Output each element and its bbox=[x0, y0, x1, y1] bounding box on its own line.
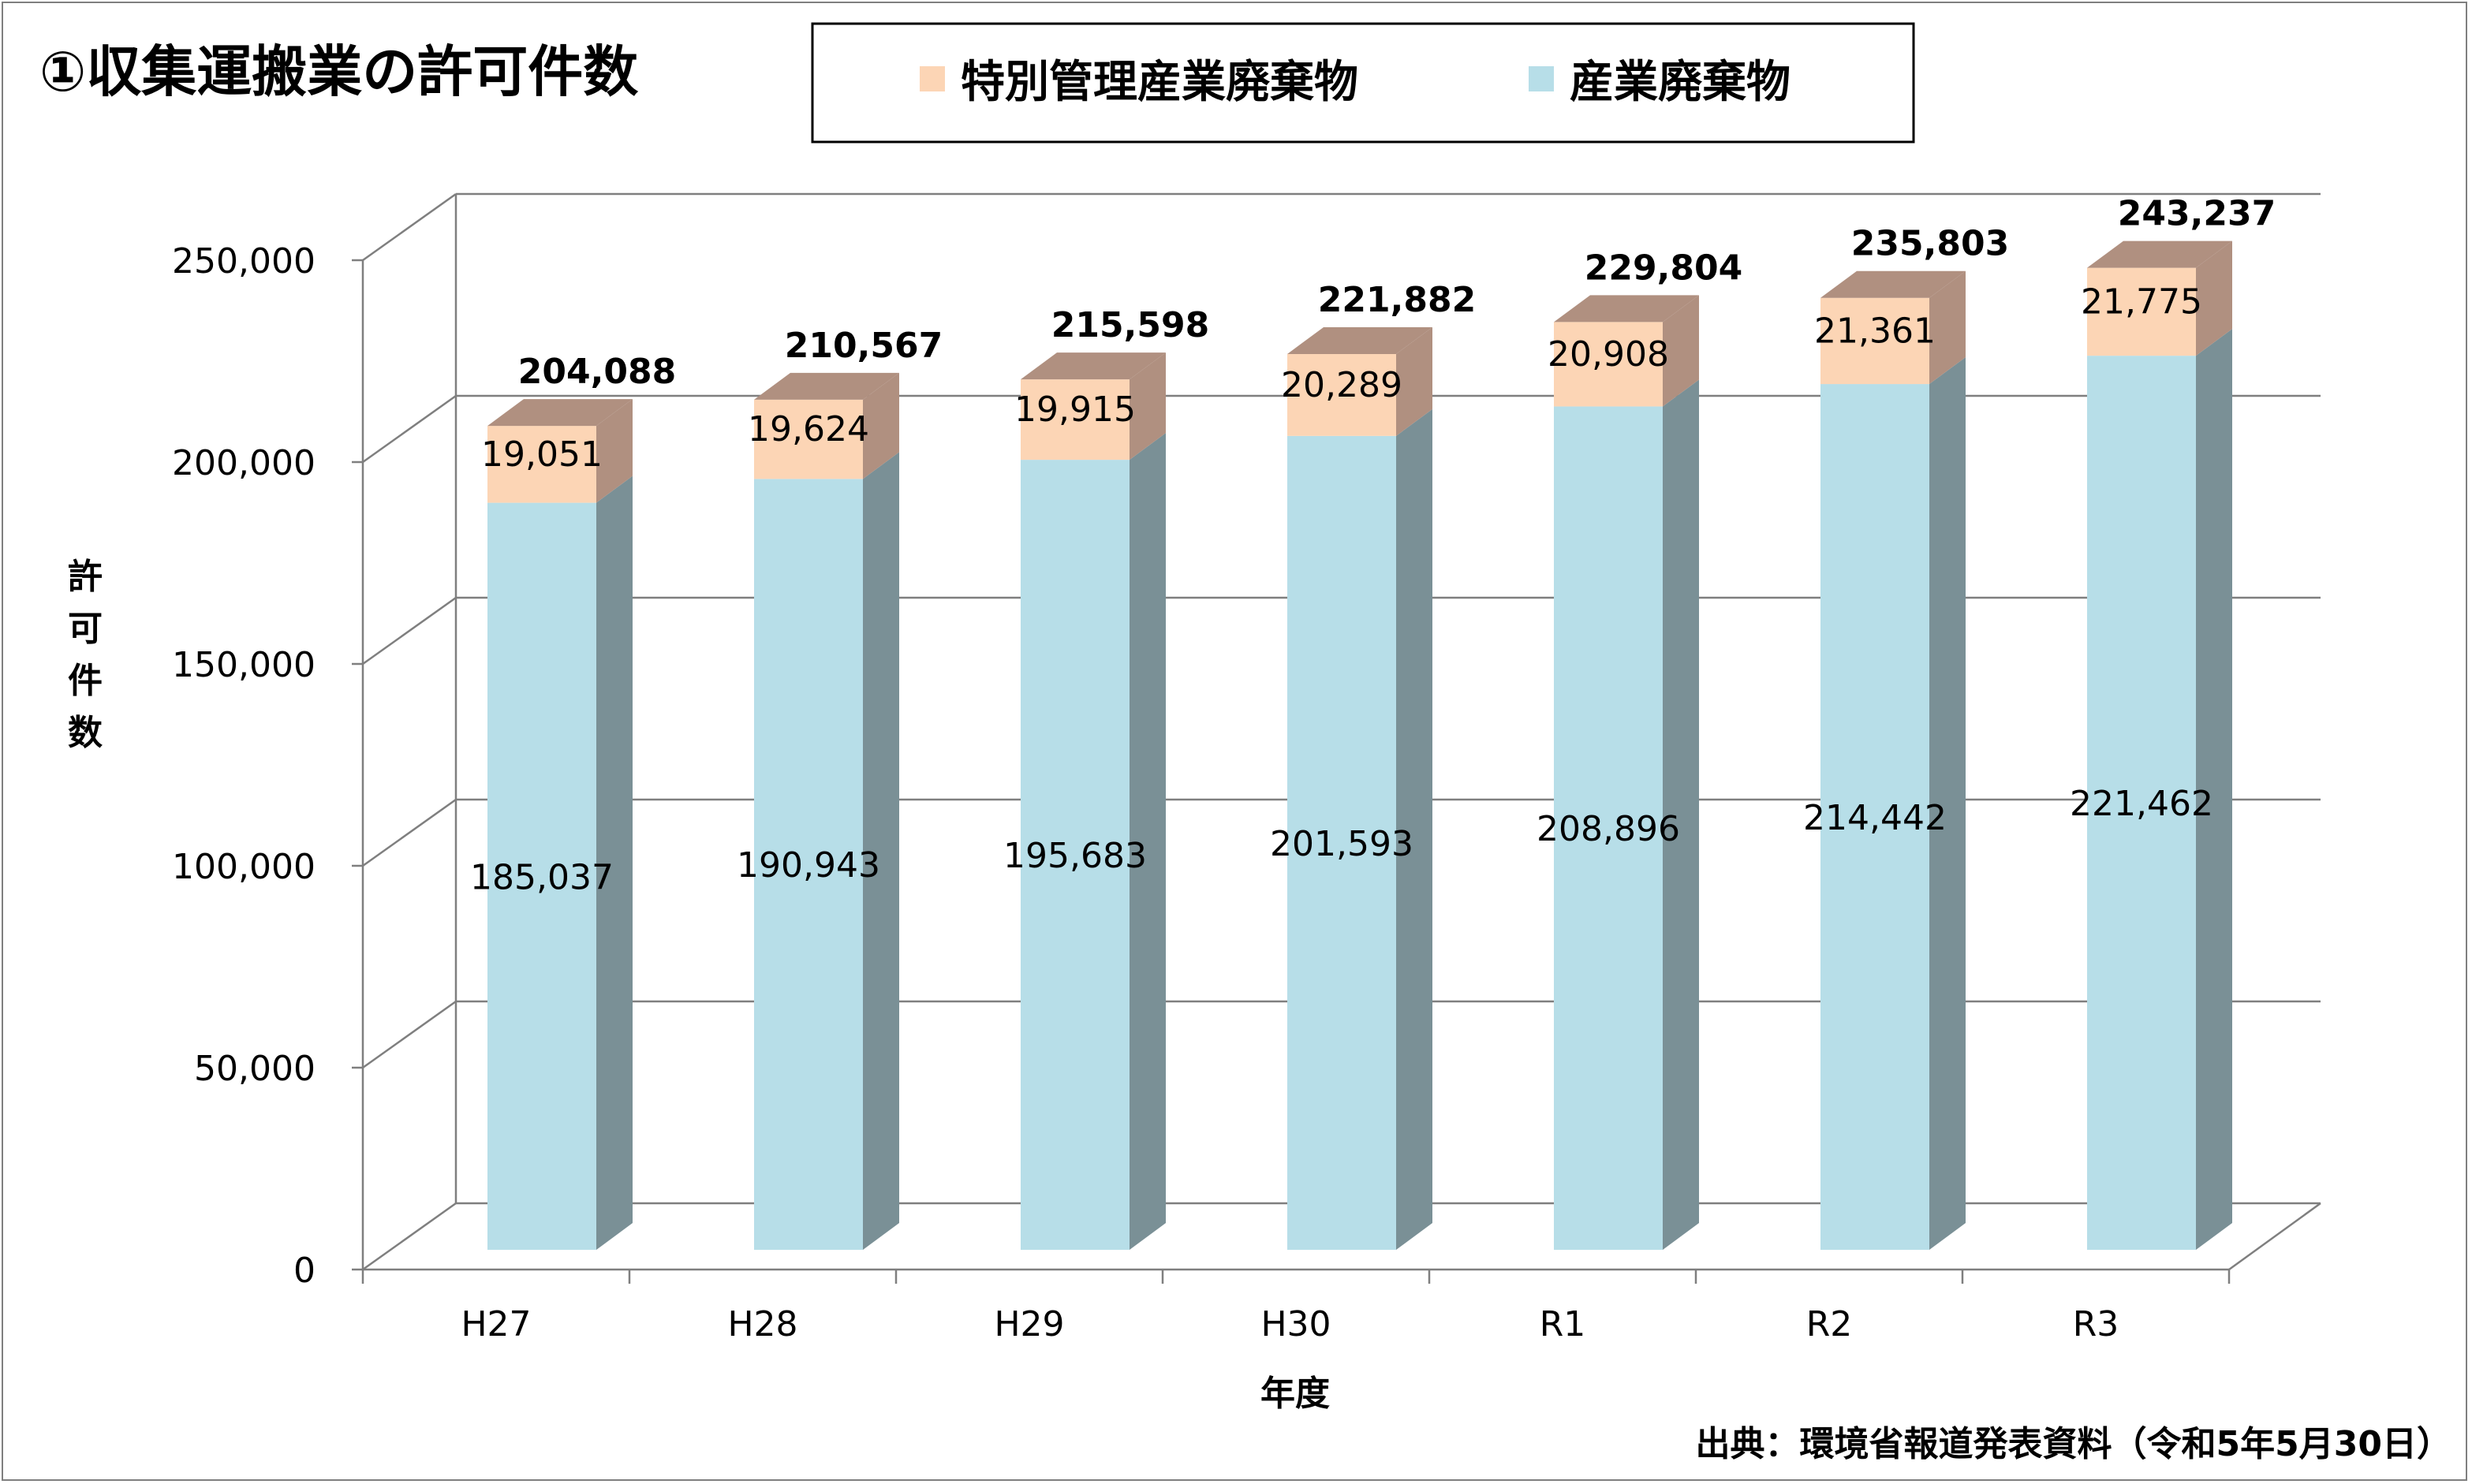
bar-side bbox=[1130, 352, 1166, 460]
bar-top bbox=[1820, 270, 1966, 298]
y-tick-label: 100,000 bbox=[172, 847, 316, 887]
bar-side bbox=[1929, 270, 1966, 385]
bar-side bbox=[2196, 240, 2232, 356]
bar-side bbox=[1396, 326, 1432, 436]
y-tick-label: 0 bbox=[293, 1251, 316, 1291]
bar bbox=[487, 502, 596, 1250]
bar-top bbox=[754, 372, 899, 400]
bar-side bbox=[863, 452, 899, 1250]
bar bbox=[1021, 460, 1130, 1250]
legend-label-special: 特別管理産業廃棄物 bbox=[961, 57, 1358, 108]
bar bbox=[2087, 356, 2196, 1251]
gridline-diagonal bbox=[362, 394, 457, 464]
y-tick-label: 250,000 bbox=[172, 241, 316, 282]
bar-side bbox=[596, 475, 633, 1250]
data-label: 190,943 bbox=[737, 845, 880, 886]
bar bbox=[1287, 353, 1396, 436]
legend-swatch-special bbox=[920, 66, 945, 91]
legend-label-industrial: 産業廃棄物 bbox=[1570, 57, 1791, 108]
bars bbox=[487, 240, 2232, 1251]
x-tick-label: H28 bbox=[727, 1304, 797, 1344]
bar-side bbox=[1396, 408, 1432, 1251]
source-note: 出典：環境省報道発表資料（令和5年5月30日） bbox=[1696, 1424, 2451, 1464]
legend-swatch-industrial bbox=[1529, 66, 1554, 91]
bar bbox=[1820, 297, 1929, 385]
total-label: 204,088 bbox=[518, 352, 676, 392]
data-label: 21,775 bbox=[2081, 282, 2202, 322]
y-axis-label: 許可件数 bbox=[68, 557, 103, 753]
total-label: 243,237 bbox=[2118, 194, 2276, 234]
bar-side bbox=[2196, 329, 2232, 1251]
gridline-diagonal bbox=[362, 1000, 457, 1069]
x-tick-label: R1 bbox=[1540, 1304, 1586, 1344]
bar-top bbox=[2087, 240, 2232, 268]
data-label: 21,361 bbox=[1814, 311, 1936, 351]
x-tick-label: H27 bbox=[461, 1304, 531, 1344]
data-label: 208,896 bbox=[1537, 809, 1680, 849]
x-tick-label: R3 bbox=[2073, 1304, 2119, 1344]
bar-side bbox=[1130, 433, 1166, 1250]
bar bbox=[1554, 406, 1663, 1251]
data-label: 20,908 bbox=[1548, 334, 1669, 375]
bar-side bbox=[1663, 295, 1699, 407]
data-label: 19,051 bbox=[481, 434, 603, 475]
gridline-diagonal bbox=[362, 1202, 457, 1271]
bar-side bbox=[1929, 357, 1966, 1251]
data-label: 195,683 bbox=[1003, 836, 1147, 876]
bar-side bbox=[596, 399, 633, 503]
data-label: 19,915 bbox=[1014, 390, 1136, 430]
legend-box bbox=[811, 22, 1915, 144]
data-label: 201,593 bbox=[1270, 824, 1413, 864]
gridline-diagonal bbox=[362, 596, 457, 666]
bar bbox=[2087, 267, 2196, 356]
axes: 0 50,000 100,000 150,000 200,000 250,000 H27 H2… bbox=[172, 194, 2321, 1344]
x-tick-label: H29 bbox=[994, 1304, 1064, 1344]
x-axis-label: 年度 bbox=[1260, 1374, 1330, 1414]
data-labels: 185,037 19,051 204,088 190,943 19,624 210,567… bbox=[470, 194, 2276, 898]
data-label: 19,624 bbox=[748, 409, 869, 449]
data-label: 20,289 bbox=[1281, 365, 1402, 405]
y-tick-label: 150,000 bbox=[172, 645, 316, 685]
bar bbox=[1554, 322, 1663, 407]
bar bbox=[1287, 435, 1396, 1251]
bar-side bbox=[1663, 379, 1699, 1250]
bar bbox=[754, 399, 863, 479]
total-label: 215,598 bbox=[1051, 305, 1209, 345]
bar-top bbox=[487, 399, 633, 427]
bar-top bbox=[1287, 326, 1432, 354]
data-label: 185,037 bbox=[470, 857, 614, 897]
bar-side bbox=[863, 372, 899, 479]
legend: 特別管理産業廃棄物 産業廃棄物 bbox=[811, 22, 1915, 144]
y-tick-label: 50,000 bbox=[194, 1049, 316, 1089]
x-tick-label: H30 bbox=[1260, 1304, 1331, 1344]
gridline-diagonal bbox=[362, 192, 457, 262]
data-label: 221,462 bbox=[2070, 784, 2213, 824]
data-label: 214,442 bbox=[1803, 798, 1947, 838]
floor-right-edge bbox=[2228, 1202, 2321, 1271]
bar-top bbox=[1021, 352, 1166, 380]
bar bbox=[1820, 384, 1929, 1251]
total-label: 229,804 bbox=[1585, 248, 1742, 288]
bar bbox=[487, 426, 596, 503]
bar-top bbox=[1554, 295, 1699, 323]
total-label: 221,882 bbox=[1318, 280, 1476, 320]
chart-title: ①収集運搬業の許可件数 bbox=[39, 39, 638, 104]
total-label: 210,567 bbox=[785, 326, 943, 366]
total-label: 235,803 bbox=[1851, 224, 2009, 264]
bar bbox=[1021, 379, 1130, 460]
gridline-diagonal bbox=[362, 798, 457, 867]
x-tick-label: R2 bbox=[1806, 1304, 1853, 1344]
bar bbox=[754, 479, 863, 1250]
y-tick-label: 200,000 bbox=[172, 443, 316, 483]
